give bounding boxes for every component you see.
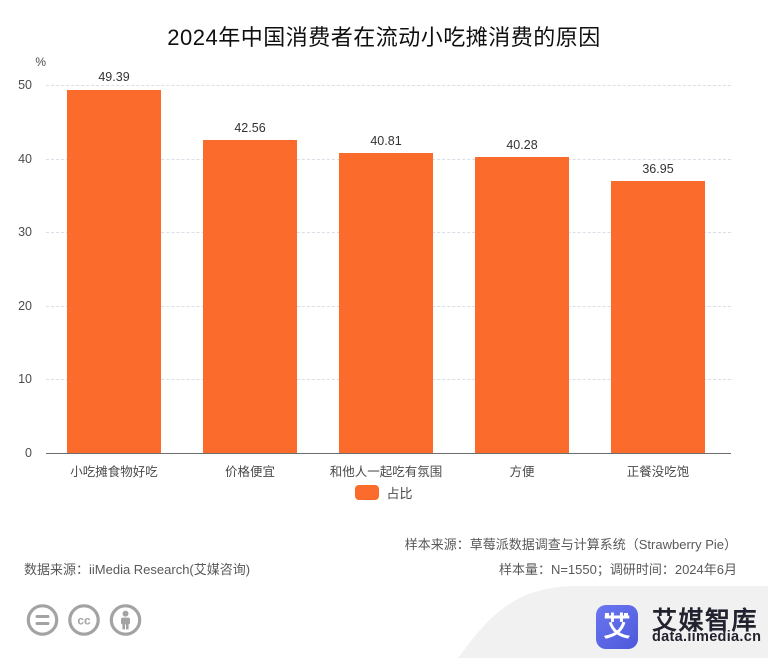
sample-source-block: 样本来源：草莓派数据调查与计算系统（Strawberry Pie） 样本量：N=… <box>405 532 737 582</box>
bar-和他人一起吃有氛围 <box>339 152 433 453</box>
brand-name: 艾媒智库 <box>652 607 759 635</box>
bar-value-label: 42.56 <box>234 120 266 135</box>
bar-价格便宜 <box>203 139 297 453</box>
y-tick-label-50: 50 <box>18 78 32 92</box>
y-tick-label-20: 20 <box>18 298 32 313</box>
gridline-50 <box>46 85 731 86</box>
cc-icon: cc <box>68 604 100 636</box>
chart-title: 2024年中国消费者在流动小吃摊消费的原因 <box>167 25 601 50</box>
sample-source-line: 样本来源：草莓派数据调查与计算系统（Strawberry Pie） <box>404 537 737 552</box>
bar-value-label: 40.81 <box>370 133 402 148</box>
y-tick-label-0: 0 <box>25 446 32 460</box>
category-label: 方便 <box>509 465 535 479</box>
equals-icon <box>26 604 59 636</box>
bar-方便 <box>475 156 569 453</box>
bar-value-label: 49.39 <box>98 70 130 85</box>
category-label: 正餐没吃饱 <box>626 465 690 479</box>
legend-label: 占比 <box>386 486 413 501</box>
y-tick-label-40: 40 <box>18 151 32 166</box>
category-label: 小吃摊食物好吃 <box>70 465 158 479</box>
bar-value-label: 40.28 <box>506 137 538 152</box>
bar-小吃摊食物好吃 <box>67 89 161 453</box>
data-source-text: 数据来源：iiMedia Research(艾媒咨询) <box>24 562 251 577</box>
sample-info-line: 样本量：N=1550；调研时间：2024年6月 <box>498 562 737 577</box>
brand-logo: 艾 <box>596 605 638 649</box>
category-label: 价格便宜 <box>224 465 275 479</box>
logo-accent-square <box>624 613 628 617</box>
y-tick-label-10: 10 <box>18 372 32 387</box>
person-icon <box>109 604 142 636</box>
category-label: 和他人一起吃有氛围 <box>329 465 443 479</box>
license-icons: cc <box>26 604 142 636</box>
legend: 占比 <box>0 483 768 502</box>
brand-url: data.iimedia.cn <box>652 629 762 645</box>
y-axis-unit-label: % <box>35 55 46 69</box>
bar-value-label: 36.95 <box>642 162 674 177</box>
logo-accent-square <box>605 613 609 617</box>
svg-text:cc: cc <box>77 614 91 628</box>
y-tick-label-30: 30 <box>18 225 32 240</box>
legend-swatch <box>355 485 380 500</box>
plot-area <box>46 85 731 454</box>
brand-logo-character: 艾 <box>603 611 631 642</box>
bar-正餐没吃饱 <box>611 181 705 453</box>
